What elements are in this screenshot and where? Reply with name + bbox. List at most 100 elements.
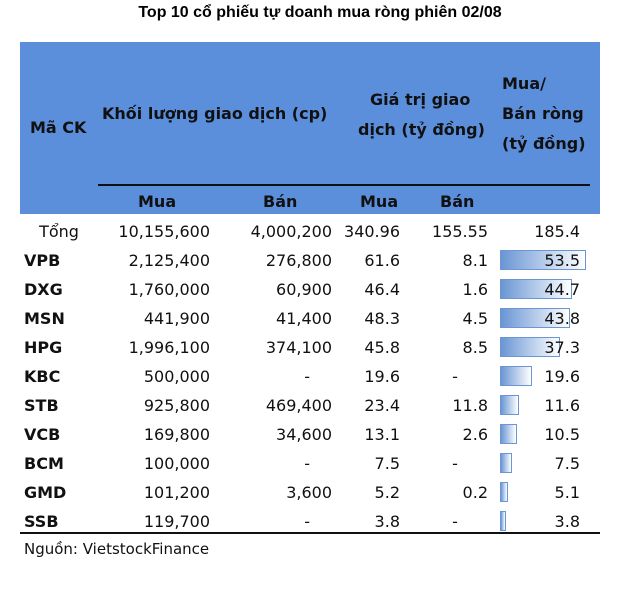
cell-vol-buy: 100,000: [143, 454, 210, 473]
header-net-line1: Mua/: [502, 74, 546, 93]
cell-net: 7.5: [554, 454, 580, 473]
cell-vol-sell: 41,400: [276, 309, 332, 328]
header-val-buy: Mua: [360, 192, 399, 211]
cell-val-sell: -: [452, 512, 458, 531]
net-bar: [500, 308, 571, 328]
net-bar: [500, 511, 507, 531]
cell-vol-sell: -: [304, 454, 310, 473]
net-bar: [500, 250, 586, 270]
total-vol-sell: 4,000,200: [250, 222, 332, 241]
table-header: Mã CK Khối lượng giao dịch (cp) Giá trị …: [20, 42, 600, 214]
cell-ck: VCB: [24, 425, 61, 444]
cell-val-sell: -: [452, 454, 458, 473]
cell-val-buy: 23.4: [364, 396, 400, 415]
header-volume: Khối lượng giao dịch (cp): [102, 104, 328, 123]
total-net: 185.4: [534, 222, 580, 241]
cell-vol-buy: 2,125,400: [128, 251, 210, 270]
header-vol-sell: Bán: [263, 192, 298, 211]
table-row: BCM 100,000 - 7.5 - 7.5: [20, 450, 600, 479]
cell-vol-buy: 169,800: [143, 425, 210, 444]
cell-ck: KBC: [24, 367, 61, 386]
cell-vol-sell: 60,900: [276, 280, 332, 299]
net-bar: [500, 482, 509, 502]
cell-vol-sell: 374,100: [265, 338, 332, 357]
cell-vol-sell: -: [304, 512, 310, 531]
header-val-sell: Bán: [440, 192, 475, 211]
cell-ck: HPG: [24, 338, 63, 357]
cell-vol-sell: 3,600: [286, 483, 332, 502]
cell-vol-buy: 101,200: [143, 483, 210, 502]
net-bar: [500, 279, 572, 299]
cell-vol-sell: -: [304, 367, 310, 386]
cell-ck: GMD: [24, 483, 67, 502]
table-row: VCB 169,800 34,600 13.1 2.6 10.5: [20, 421, 600, 450]
header-ck: Mã CK: [30, 118, 87, 137]
header-net-line2: Bán ròng: [502, 104, 584, 123]
cell-net: 3.8: [554, 512, 580, 531]
total-val-buy: 340.96: [344, 222, 400, 241]
cell-val-sell: 4.5: [462, 309, 488, 328]
cell-val-sell: -: [452, 367, 458, 386]
header-net-line3: (tỷ đồng): [502, 134, 586, 153]
cell-vol-buy: 500,000: [143, 367, 210, 386]
total-val-sell: 155.55: [432, 222, 488, 241]
net-bar: [500, 366, 532, 386]
data-table: Mã CK Khối lượng giao dịch (cp) Giá trị …: [20, 42, 600, 574]
header-value-line2: dịch (tỷ đồng): [358, 120, 485, 139]
cell-net: 44.7: [544, 280, 580, 299]
cell-vol-buy: 925,800: [143, 396, 210, 415]
table-row: HPG 1,996,100 374,100 45.8 8.5 37.3: [20, 334, 600, 363]
cell-net: 10.5: [544, 425, 580, 444]
table-row: GMD 101,200 3,600 5.2 0.2 5.1: [20, 479, 600, 508]
cell-net: 43.8: [544, 309, 580, 328]
cell-ck: STB: [24, 396, 59, 415]
bottom-divider: [20, 532, 600, 534]
cell-ck: MSN: [24, 309, 65, 328]
cell-val-buy: 45.8: [364, 338, 400, 357]
total-label: Tổng: [39, 222, 79, 241]
table-title: Top 10 cổ phiếu tự doanh mua ròng phiên …: [138, 4, 502, 21]
cell-val-buy: 7.5: [374, 454, 400, 473]
table-row: MSN 441,900 41,400 48.3 4.5 43.8: [20, 305, 600, 334]
cell-ck: SSB: [24, 512, 59, 531]
cell-val-buy: 3.8: [374, 512, 400, 531]
cell-vol-sell: 276,800: [265, 251, 332, 270]
cell-net: 5.1: [554, 483, 580, 502]
table-row: DXG 1,760,000 60,900 46.4 1.6 44.7: [20, 276, 600, 305]
cell-net: 53.5: [544, 251, 580, 270]
cell-val-buy: 5.2: [374, 483, 400, 502]
header-divider: [98, 184, 590, 186]
table-row: KBC 500,000 - 19.6 - 19.6: [20, 363, 600, 392]
header-value-line1: Giá trị giao: [370, 90, 471, 109]
header-vol-buy: Mua: [138, 192, 177, 211]
net-bar: [500, 424, 517, 444]
cell-vol-sell: 469,400: [265, 396, 332, 415]
cell-vol-buy: 1,996,100: [128, 338, 210, 357]
cell-net: 11.6: [544, 396, 580, 415]
cell-net: 37.3: [544, 338, 580, 357]
total-row: Tổng 10,155,600 4,000,200 340.96 155.55 …: [20, 218, 600, 247]
cell-vol-buy: 1,760,000: [128, 280, 210, 299]
cell-val-buy: 19.6: [364, 367, 400, 386]
cell-vol-sell: 34,600: [276, 425, 332, 444]
cell-val-buy: 48.3: [364, 309, 400, 328]
cell-val-buy: 46.4: [364, 280, 400, 299]
net-bar: [500, 337, 560, 357]
table-row: VPB 2,125,400 276,800 61.6 8.1 53.5: [20, 247, 600, 276]
cell-val-buy: 13.1: [364, 425, 400, 444]
net-bar: [500, 395, 519, 415]
cell-val-sell: 8.1: [462, 251, 488, 270]
cell-val-buy: 61.6: [364, 251, 400, 270]
table-row: STB 925,800 469,400 23.4 11.8 11.6: [20, 392, 600, 421]
cell-vol-buy: 441,900: [143, 309, 210, 328]
cell-val-sell: 1.6: [462, 280, 488, 299]
total-vol-buy: 10,155,600: [118, 222, 210, 241]
net-bar: [500, 453, 513, 473]
cell-ck: VPB: [24, 251, 61, 270]
cell-val-sell: 8.5: [462, 338, 488, 357]
cell-vol-buy: 119,700: [143, 512, 210, 531]
cell-ck: DXG: [24, 280, 63, 299]
table-row: SSB 119,700 - 3.8 - 3.8: [20, 508, 600, 537]
source-note: Nguồn: VietstockFinance: [24, 540, 210, 558]
cell-net: 19.6: [544, 367, 580, 386]
